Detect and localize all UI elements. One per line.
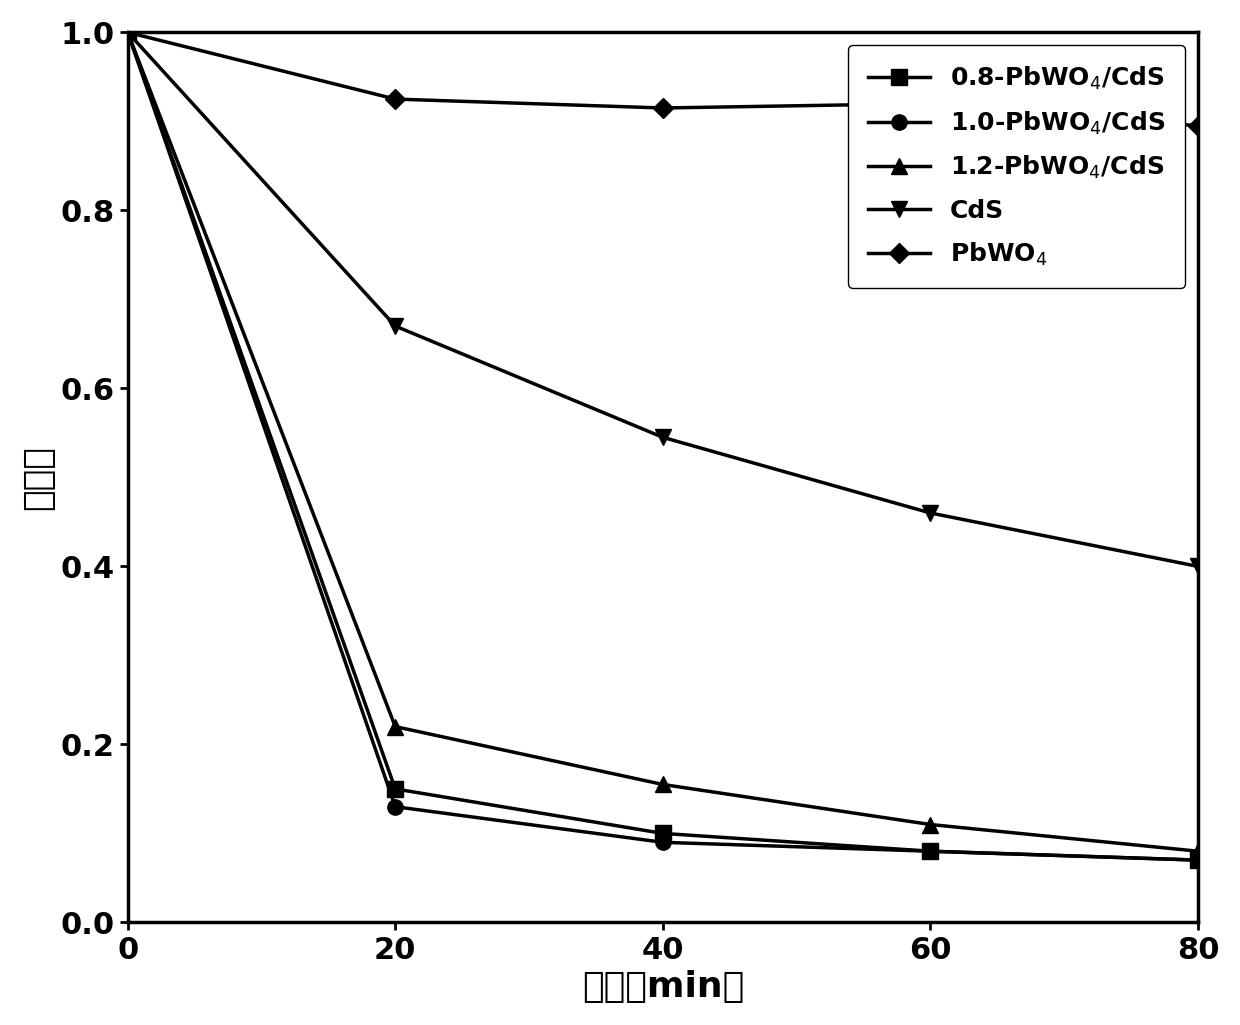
1.0-PbWO$_4$/CdS (388, 801, 403, 813)
0.8-PbWO$_4$/CdS (923, 845, 937, 857)
PbWO$_4$ (1190, 120, 1205, 132)
1.2-PbWO$_4$/CdS (388, 721, 403, 733)
Legend: 0.8-PbWO$_4$/CdS, 1.0-PbWO$_4$/CdS, 1.2-PbWO$_4$/CdS, CdS, PbWO$_4$: 0.8-PbWO$_4$/CdS, 1.0-PbWO$_4$/CdS, 1.2-… (848, 45, 1185, 288)
0.8-PbWO$_4$/CdS (120, 27, 135, 39)
X-axis label: 时间（min）: 时间（min） (582, 971, 744, 1004)
0.8-PbWO$_4$/CdS (656, 827, 671, 839)
CdS (388, 320, 403, 332)
1.2-PbWO$_4$/CdS (923, 818, 937, 830)
PbWO$_4$ (120, 27, 135, 39)
1.0-PbWO$_4$/CdS (1190, 854, 1205, 866)
Y-axis label: 浓度比: 浓度比 (21, 445, 55, 509)
Line: PbWO$_4$: PbWO$_4$ (120, 26, 1205, 132)
CdS (923, 506, 937, 519)
CdS (1190, 561, 1205, 573)
1.2-PbWO$_4$/CdS (656, 778, 671, 790)
Line: 1.0-PbWO$_4$/CdS: 1.0-PbWO$_4$/CdS (120, 25, 1205, 868)
1.0-PbWO$_4$/CdS (923, 845, 937, 857)
PbWO$_4$ (388, 93, 403, 106)
1.2-PbWO$_4$/CdS (120, 27, 135, 39)
PbWO$_4$ (656, 101, 671, 114)
1.0-PbWO$_4$/CdS (120, 27, 135, 39)
1.0-PbWO$_4$/CdS (656, 836, 671, 849)
0.8-PbWO$_4$/CdS (1190, 854, 1205, 866)
0.8-PbWO$_4$/CdS (388, 783, 403, 795)
CdS (120, 27, 135, 39)
Line: 0.8-PbWO$_4$/CdS: 0.8-PbWO$_4$/CdS (120, 25, 1205, 868)
PbWO$_4$ (923, 97, 937, 110)
Line: CdS: CdS (120, 25, 1205, 574)
CdS (656, 432, 671, 444)
Line: 1.2-PbWO$_4$/CdS: 1.2-PbWO$_4$/CdS (120, 25, 1205, 859)
1.2-PbWO$_4$/CdS (1190, 845, 1205, 857)
